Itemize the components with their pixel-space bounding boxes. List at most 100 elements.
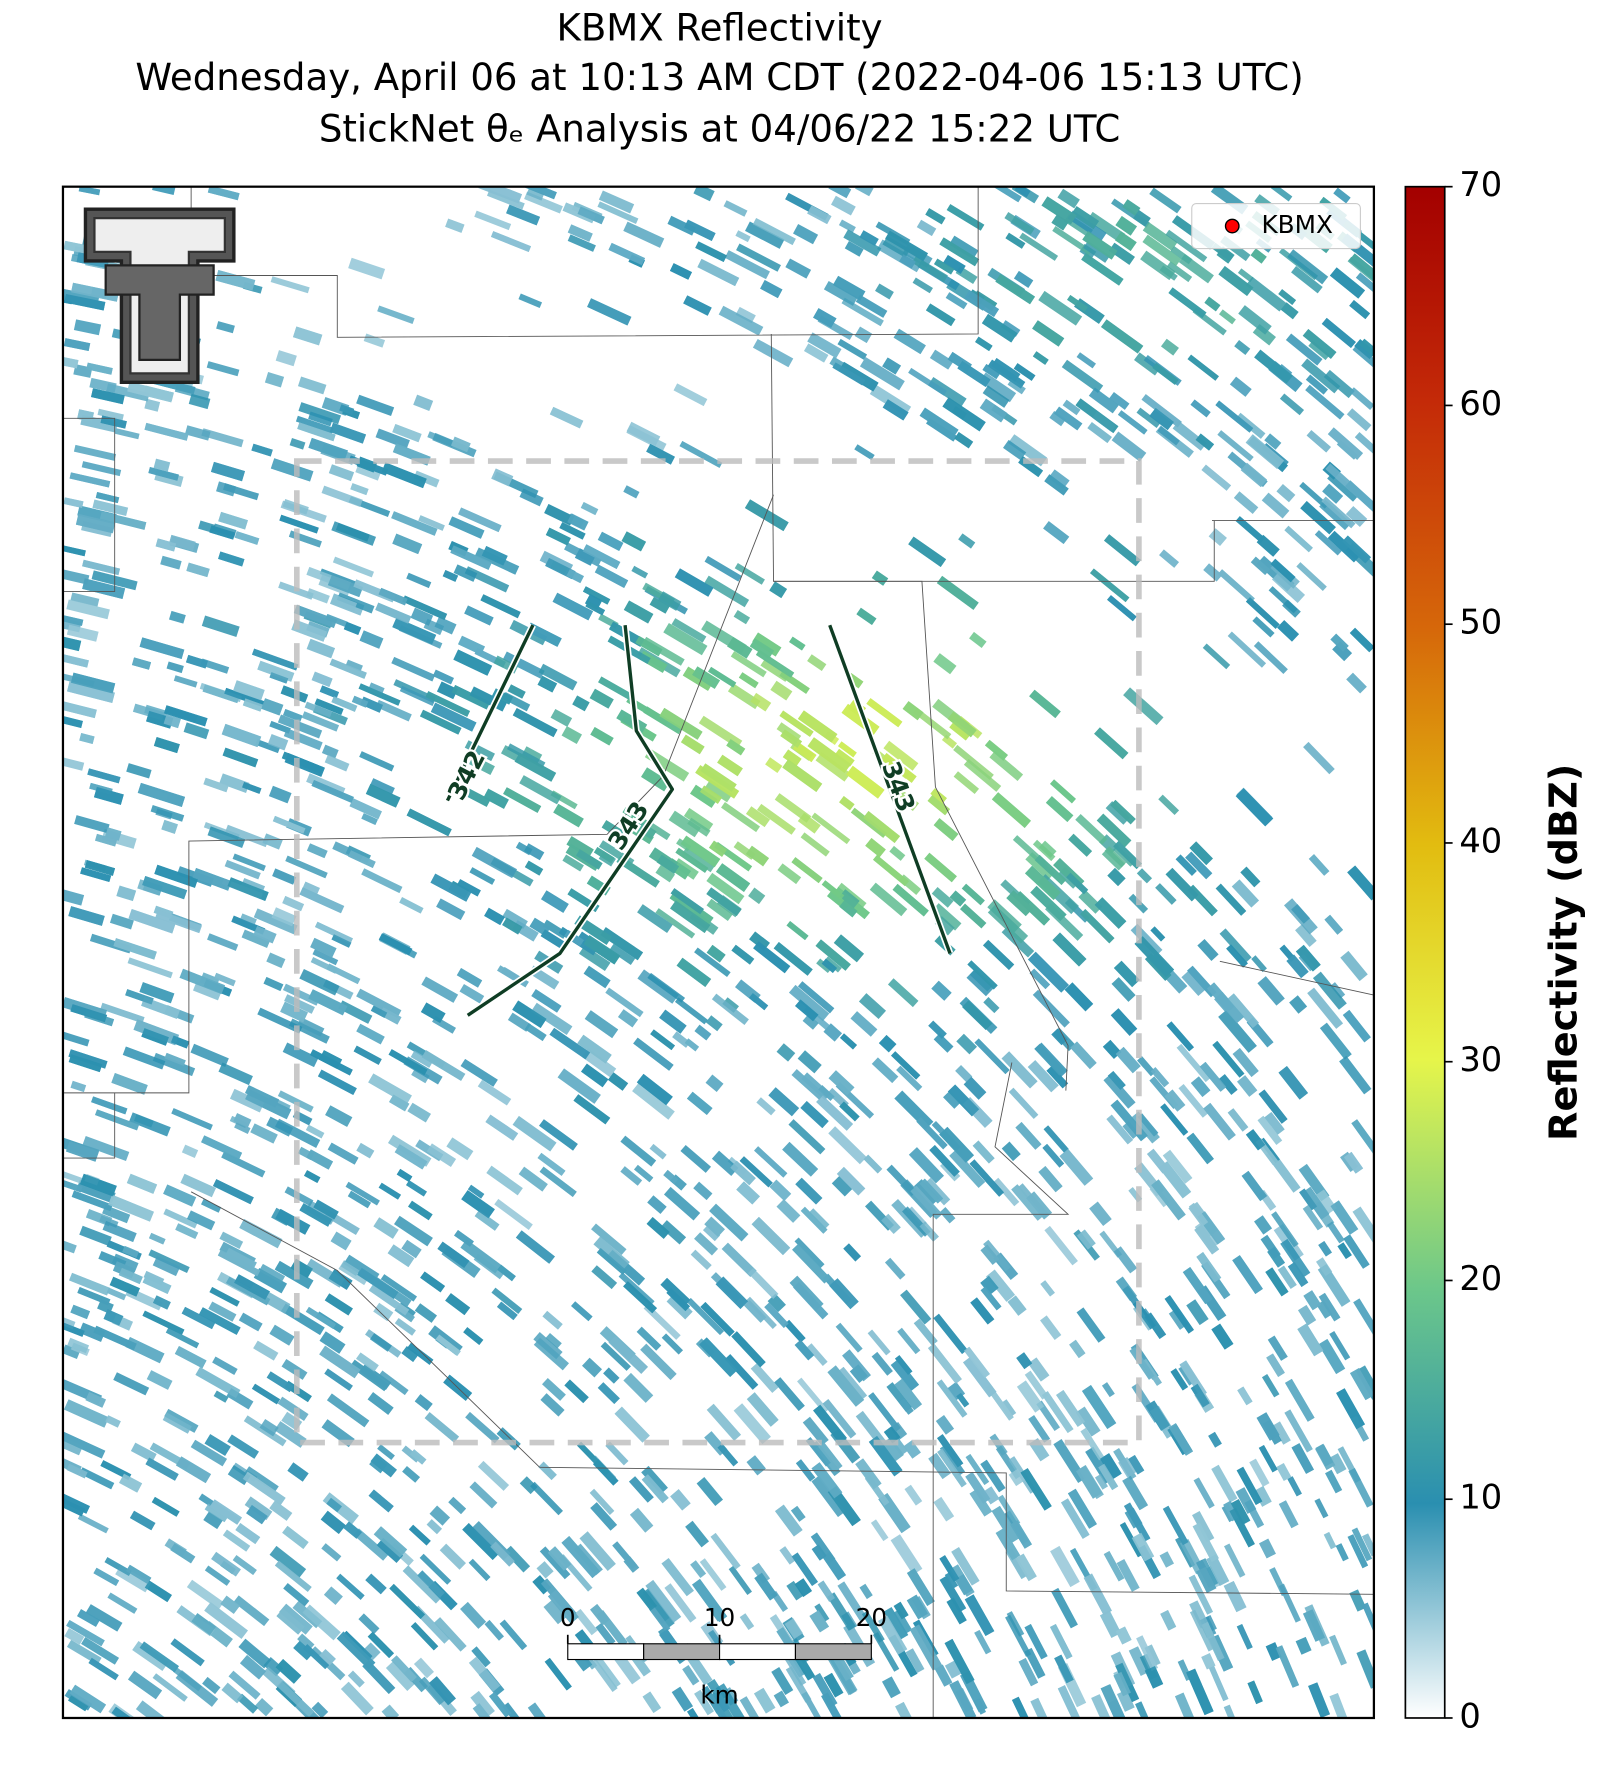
radar-gate: [1129, 1346, 1155, 1380]
radar-gate: [643, 1303, 681, 1340]
radar-gate: [368, 1489, 394, 1513]
radar-gate: [949, 1680, 977, 1718]
radar-gate: [435, 1334, 461, 1356]
radar-gate: [645, 820, 671, 841]
radar-gate: [186, 562, 210, 578]
radar-gate: [257, 660, 295, 682]
radar-gate: [669, 263, 692, 280]
radar-gate: [821, 958, 838, 973]
radar-gate: [962, 1000, 993, 1031]
radar-gate: [1007, 1295, 1027, 1316]
radar-gate: [686, 1298, 724, 1336]
radar-gate: [793, 1282, 829, 1320]
radar-gate: [1356, 1649, 1374, 1689]
radar-gate: [506, 204, 541, 226]
radar-gate: [266, 952, 286, 969]
radar-gate: [428, 1676, 456, 1706]
radar-gate: [983, 1239, 1011, 1272]
radar-gate: [1329, 1331, 1351, 1361]
radar-gate: [1100, 1453, 1122, 1480]
radar-gate: [414, 1394, 433, 1412]
radar-gate: [637, 904, 673, 933]
radar-gate: [574, 548, 596, 566]
radar-gate: [647, 1195, 667, 1214]
radar-gate: [1285, 1378, 1315, 1422]
radar-gate: [373, 1217, 399, 1239]
radar-gate: [224, 1247, 257, 1272]
radar-gate: [797, 981, 835, 1014]
radar-gate: [62, 1431, 106, 1459]
radar-gate: [706, 887, 742, 917]
radar-gate: [1340, 950, 1368, 982]
radar-gate: [64, 293, 106, 311]
radar-gate: [1336, 1388, 1366, 1430]
radar-gate: [813, 1404, 847, 1444]
radar-gate: [1227, 1108, 1249, 1132]
radar-gate: [264, 371, 285, 388]
radar-gate: [210, 461, 246, 482]
radar-gate: [581, 1048, 617, 1078]
radar-gate: [943, 1090, 961, 1109]
radar-gate: [477, 1079, 512, 1106]
radar-gate: [212, 1356, 238, 1375]
radar-gate: [297, 376, 327, 395]
radar-gate: [164, 1052, 186, 1066]
radar-gate: [1215, 883, 1247, 916]
radar-gate: [981, 313, 1018, 343]
radar-gate: [925, 208, 946, 225]
radar-gate: [1027, 951, 1069, 993]
radar-gate: [585, 601, 606, 616]
radar-gate: [1227, 631, 1267, 668]
radar-gate: [832, 275, 866, 301]
radar-gate: [515, 841, 533, 856]
radar-gate: [467, 1184, 485, 1199]
radar-gate: [1351, 1527, 1373, 1562]
radar-gate: [70, 1080, 87, 1093]
radar-gate: [867, 1329, 891, 1356]
radar-gate: [148, 466, 179, 481]
radar-gate: [1204, 296, 1221, 312]
radar-gate: [1059, 1148, 1094, 1186]
radar-gate: [792, 741, 817, 763]
radar-gate: [445, 1293, 471, 1316]
radar-gate: [598, 190, 635, 214]
radar-gate: [1137, 1113, 1159, 1137]
radar-gate: [1299, 1188, 1318, 1211]
scale-segment: [643, 1643, 721, 1661]
radar-gate: [690, 784, 718, 808]
radar-gate: [1265, 1642, 1282, 1661]
radar-gate: [171, 1108, 213, 1131]
radar-gate: [1241, 1170, 1268, 1202]
radar-gate: [809, 1610, 830, 1633]
radar-gate: [1329, 1693, 1355, 1718]
radar-gate: [832, 362, 866, 386]
radar-gate: [1346, 672, 1367, 694]
radar-gate: [577, 206, 605, 225]
radar-gate: [934, 1664, 953, 1687]
radar-gate: [163, 714, 181, 729]
radar-gate: [410, 607, 434, 626]
radar-gate: [597, 1382, 620, 1405]
radar-gate: [181, 1306, 216, 1330]
radar-gate: [389, 1094, 410, 1112]
radar-gate: [392, 423, 422, 443]
radar-gate: [930, 788, 947, 804]
radar-gate: [894, 1378, 922, 1411]
radar-gate: [1305, 384, 1345, 420]
radar-gate: [1101, 1382, 1115, 1398]
radar-gate: [377, 305, 415, 324]
radar-gate: [623, 221, 665, 248]
radar-gate: [1245, 1129, 1266, 1151]
radar-gate: [1227, 993, 1259, 1029]
radar-gate: [1111, 977, 1136, 1002]
radar-gate: [906, 1594, 928, 1620]
radar-gate: [1110, 799, 1136, 825]
radar-gate: [239, 1218, 283, 1249]
radar-gate: [388, 1049, 428, 1076]
radar-gate: [503, 787, 542, 813]
radar-gate: [956, 1033, 978, 1055]
radar-gate: [1128, 1454, 1145, 1475]
radar-gate: [341, 1681, 374, 1716]
radar-gate: [1265, 1267, 1289, 1297]
scale-unit: km: [700, 1680, 738, 1709]
